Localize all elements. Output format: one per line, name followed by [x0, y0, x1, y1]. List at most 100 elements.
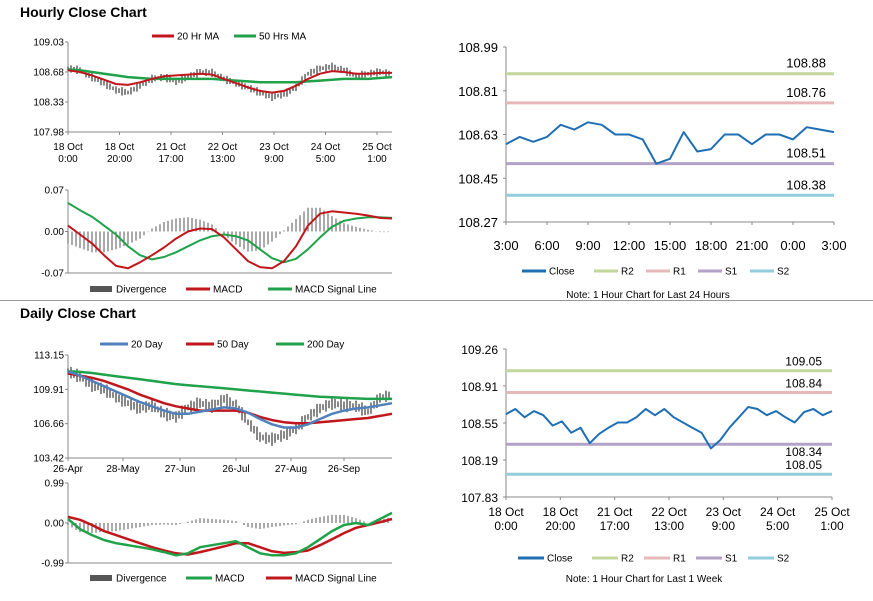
daily-macd-divergence-legend-label: Divergence	[116, 574, 167, 585]
hourly-pivot-ytick-label: 108.27	[458, 215, 498, 230]
section-divider	[0, 300, 873, 301]
daily-pivot-xtick-time: 5:00	[766, 519, 790, 533]
daily-pivot-ytick-label: 109.26	[461, 343, 498, 357]
daily-pivot-xtick-date: 25 Oct	[814, 505, 850, 519]
hourly-price-xtick-date: 21 Oct	[156, 142, 186, 153]
daily-pivot-xtick-date: 22 Oct	[651, 505, 687, 519]
hourly-ma20-line	[67, 69, 392, 94]
hourly-price-xtick-time: 17:00	[158, 154, 183, 165]
hourly-pivot-note: Note: 1 Hour Chart for Last 24 Hours	[566, 290, 729, 301]
hourly-pivot-s2-legend-label: S2	[777, 267, 790, 278]
daily-pivot-xtick-date: 24 Oct	[760, 505, 796, 519]
daily-pivot-xtick-time: 20:00	[545, 519, 575, 533]
hourly-pivot-xtick-label: 3:00	[493, 238, 518, 253]
daily-pivot-ytick-label: 108.19	[461, 454, 498, 468]
daily-section-title: Daily Close Chart	[20, 305, 136, 321]
hourly-pivot-xtick-label: 21:00	[736, 238, 769, 253]
hourly-pivot-ytick-label: 108.99	[458, 40, 498, 55]
daily-macd-divergence-legend-swatch	[90, 575, 112, 581]
daily-price-ytick-label: 103.42	[33, 454, 64, 465]
daily-macd-line	[67, 511, 393, 557]
daily-pivot-r2-legend-label: R2	[621, 554, 634, 565]
hourly-pivot-xtick-label: 9:00	[575, 238, 600, 253]
daily-price-xtick-label: 26-Apr	[53, 464, 84, 475]
daily-pivot-xtick-time: 13:00	[654, 519, 684, 533]
daily-pivot-xtick-time: 1:00	[820, 519, 844, 533]
hourly-pivot-xtick-label: 12:00	[613, 238, 646, 253]
daily-price-ma200-legend-label: 200 Day	[307, 340, 344, 351]
daily-pivot-s2-legend-label: S2	[777, 554, 790, 565]
hourly-price-xtick-time: 5:00	[316, 154, 336, 165]
hourly-macd-signal-line	[67, 202, 393, 264]
hourly-pivot-s2-value-label: 108.38	[786, 177, 826, 192]
hourly-pivot-r2-value-label: 108.88	[786, 56, 826, 71]
hourly-macd-signal-legend-label: MACD Signal Line	[295, 285, 377, 296]
hourly-pivot-xtick-label: 0:00	[780, 238, 805, 253]
hourly-macd-line	[67, 210, 393, 270]
hourly-price-ma20-legend-label: 20 Hr MA	[177, 32, 220, 43]
hourly-macd-ytick-label: 0.00	[45, 227, 65, 238]
daily-pivot-r1-value-label: 108.84	[785, 376, 822, 390]
daily-price-xtick-label: 27-Aug	[275, 464, 307, 475]
daily-pivot-r2-value-label: 109.05	[785, 355, 822, 369]
hourly-macd-ytick-label: -0.07	[41, 269, 64, 280]
hourly-pivot-close-line	[505, 121, 835, 165]
daily-pivot-xtick-date: 18 Oct	[543, 505, 579, 519]
hourly-price-xtick-date: 24 Oct	[311, 142, 341, 153]
daily-pivot-note: Note: 1 Hour Chart for Last 1 Week	[566, 574, 724, 585]
daily-pivot-xtick-time: 9:00	[712, 519, 736, 533]
daily-macd-ytick-label: 0.00	[45, 519, 65, 530]
hourly-price-xtick-time: 20:00	[107, 154, 132, 165]
daily-pivot-ytick-label: 108.55	[461, 417, 498, 431]
daily-price-xtick-label: 26-Jul	[222, 464, 249, 475]
hourly-pivot-ytick-label: 108.63	[458, 128, 498, 143]
daily-macd-ytick-label: 0.99	[45, 479, 65, 490]
hourly-price-ma50-legend-label: 50 Hrs MA	[259, 32, 307, 43]
daily-pivot-close-legend-label: Close	[547, 554, 573, 565]
hourly-pivot-r1-value-label: 108.76	[786, 85, 826, 100]
daily-price-ytick-label: 113.15	[34, 351, 64, 362]
daily-price-ytick-label: 109.91	[33, 385, 64, 396]
daily-pivot-xtick-time: 17:00	[600, 519, 630, 533]
hourly-pivot-s1-legend-label: S1	[725, 267, 738, 278]
daily-pivot-xtick-date: 21 Oct	[597, 505, 633, 519]
hourly-price-xtick-date: 25 Oct	[362, 142, 392, 153]
hourly-price-xtick-date: 18 Oct	[53, 142, 83, 153]
hourly-price-xtick-time: 9:00	[264, 154, 284, 165]
hourly-price-ytick-label: 109.03	[33, 38, 64, 49]
hourly-pivot-close-legend-label: Close	[549, 267, 575, 278]
daily-pivot-s1-legend-label: S1	[725, 554, 738, 565]
hourly-price-xtick-date: 22 Oct	[208, 142, 238, 153]
hourly-price-ytick-label: 107.98	[33, 128, 64, 139]
hourly-pivot-ytick-label: 108.45	[458, 171, 498, 186]
hourly-pivot-ytick-label: 108.81	[458, 84, 498, 99]
hourly-pivot-xtick-label: 3:00	[821, 238, 846, 253]
hourly-pivot-xtick-label: 18:00	[695, 238, 728, 253]
daily-ma20-line	[67, 370, 393, 429]
daily-pivot-xtick-date: 23 Oct	[706, 505, 742, 519]
hourly-price-ytick-label: 108.33	[33, 98, 64, 109]
daily-pivot-s1-value-label: 108.34	[785, 445, 822, 459]
daily-pivot-xtick-date: 18 Oct	[488, 505, 524, 519]
hourly-macd-ytick-label: 0.07	[45, 186, 65, 197]
hourly-price-ytick-label: 108.68	[33, 68, 64, 79]
daily-pivot-s2-value-label: 108.05	[785, 458, 822, 472]
daily-pivot-xtick-time: 0:00	[494, 519, 518, 533]
hourly-section-title: Hourly Close Chart	[20, 4, 147, 20]
daily-macd-signal-legend-label: MACD Signal Line	[295, 574, 377, 585]
hourly-price-xtick-date: 18 Oct	[105, 142, 135, 153]
hourly-pivot-xtick-label: 6:00	[534, 238, 559, 253]
hourly-macd-macd-legend-label: MACD	[213, 285, 242, 296]
daily-price-ma20-legend-label: 20 Day	[131, 340, 163, 351]
daily-macd-ytick-label: -0.99	[41, 559, 64, 570]
hourly-pivot-xtick-label: 15:00	[654, 238, 687, 253]
hourly-pivot-r1-legend-label: R1	[673, 267, 686, 278]
hourly-price-xtick-date: 23 Oct	[259, 142, 289, 153]
hourly-pivot-s1-value-label: 108.51	[786, 146, 826, 161]
daily-pivot-r1-legend-label: R1	[673, 554, 686, 565]
hourly-macd-divergence-legend-swatch	[90, 286, 112, 292]
hourly-price-xtick-time: 1:00	[367, 154, 387, 165]
daily-macd-signal-line	[67, 515, 393, 556]
hourly-pivot-r2-legend-label: R2	[621, 267, 634, 278]
daily-ma200-line	[67, 370, 392, 401]
